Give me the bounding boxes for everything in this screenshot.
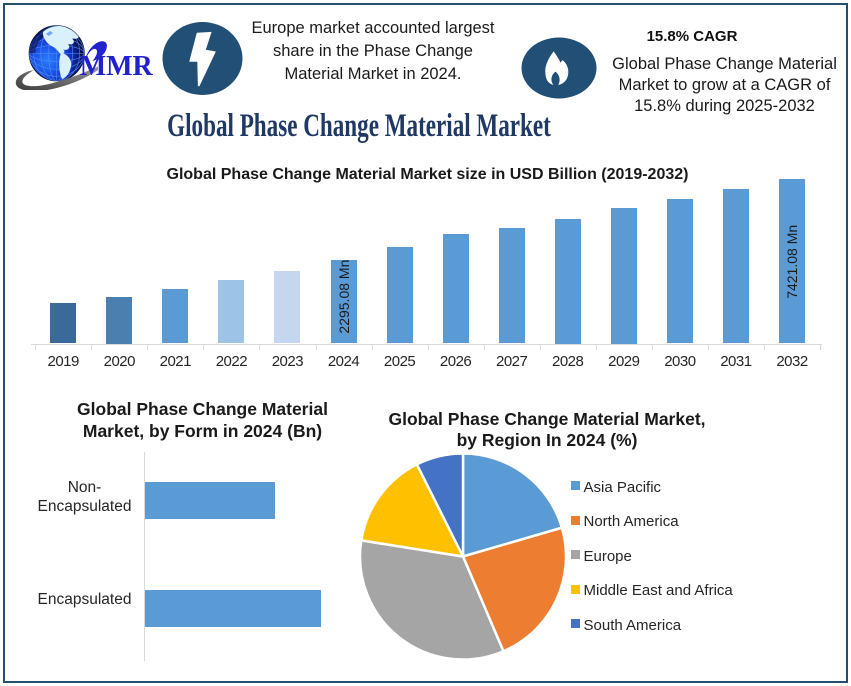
svg-text:MMR: MMR: [80, 51, 154, 82]
